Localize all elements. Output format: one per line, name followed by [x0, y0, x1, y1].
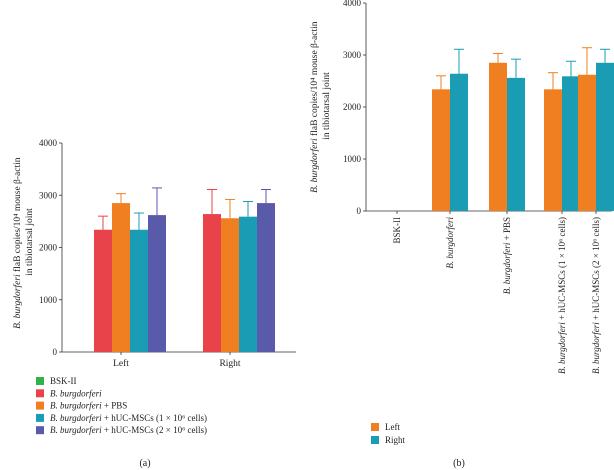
- panel-a-legend-entry: B. burgdorferi + hUC-MSCs (1 × 10⁶ cells…: [50, 413, 207, 423]
- panel-b-x-tick-label: B. burgdorferi + hUC-MSCs (2 × 10⁶ cells…: [591, 217, 601, 374]
- panel-a-legend-swatch: [36, 426, 44, 435]
- panel-a-y-axis-label: B. burgdorferi flaB copies/10⁴ mouse β-a…: [12, 155, 35, 329]
- panel-b-x-tick-label: BSK-II: [392, 217, 402, 244]
- panel-a-bars: [94, 187, 275, 352]
- panel-a-legend-swatch: [36, 377, 44, 385]
- panel-a-legend-swatch: [36, 413, 44, 422]
- panel-b-bar: [432, 89, 450, 211]
- panel-a-legend: BSK-II B. burgdorferi B. burgdorferi + PBS…: [36, 376, 207, 435]
- panel-a-y-tick-label: 0: [53, 347, 58, 357]
- panel-a-legend-entry: B. burgdorferi + PBS: [50, 401, 127, 411]
- panel-b-bar: [578, 74, 596, 211]
- panel-a: B. burgdorferi flaB copies/10⁴ mouse β-a…: [12, 138, 296, 469]
- panel-b-y-axis-label: B. burgdorferi flaB copies/10⁴ mouse β-a…: [309, 19, 332, 193]
- panel-a-x-tick-label: Right: [219, 359, 240, 369]
- panel-b-label: (b): [453, 458, 465, 469]
- panel-a-bar: [130, 229, 148, 352]
- panel-a-legend-swatch: [36, 389, 44, 398]
- panel-b-bars: [432, 47, 614, 211]
- panel-a-bar: [221, 218, 239, 352]
- panel-b-y-tick-label: 3000: [343, 50, 362, 60]
- panel-a-bar: [148, 215, 166, 352]
- panel-a-y-axis-label-line2: in tibiotarsal joint: [25, 208, 35, 276]
- panel-b-bar: [544, 89, 562, 211]
- panel-b-bar: [507, 77, 525, 211]
- panel-b-y-tick-label: 0: [357, 206, 362, 216]
- panel-a-legend-swatch: [36, 401, 44, 410]
- panel-a-legend-entry: BSK-II: [50, 376, 77, 386]
- panel-b-legend-swatch: [371, 436, 379, 444]
- panel-a-bar: [112, 203, 130, 352]
- panel-b-y-axis-label-line1: B. burgdorferi flaB copies/10⁴ mouse β-a…: [309, 21, 320, 193]
- panel-b-x-tick-label: B. burgdorferi: [445, 217, 455, 269]
- panel-a-legend-entry: B. burgdorferi: [50, 388, 102, 398]
- panel-b: B. burgdorferi flaB copies/10⁴ mouse β-a…: [309, 0, 614, 469]
- panel-a-bar: [239, 216, 257, 352]
- panel-b-y-tick-label: 4000: [343, 0, 362, 8]
- panel-a-bar: [94, 229, 112, 352]
- panel-b-legend: Left Right: [371, 422, 406, 445]
- panel-b-y-axis-label-line2: in tibiotarsal joint: [322, 72, 332, 140]
- panel-b-y-tick-label: 2000: [343, 102, 362, 112]
- panel-b-bar: [596, 62, 614, 211]
- panel-a-bar: [203, 214, 221, 352]
- panel-b-legend-swatch: [371, 423, 379, 431]
- panel-b-legend-entry: Right: [385, 435, 406, 445]
- panel-b-y-tick-label: 1000: [343, 154, 362, 164]
- panel-b-bar: [562, 76, 580, 211]
- panel-a-y-tick-label: 1000: [39, 295, 58, 305]
- panel-b-legend-entry: Left: [385, 422, 400, 432]
- panel-a-bar: [257, 203, 275, 352]
- panel-b-x-tick-label: B. burgdorferi + hUC-MSCs (1 × 10⁶ cells…: [557, 217, 567, 374]
- panel-a-y-tick-label: 3000: [39, 190, 58, 200]
- panel-b-bar: [489, 62, 507, 211]
- panel-b-x-tick-label: B. burgdorferi + PBS: [502, 217, 512, 294]
- panel-a-label: (a): [139, 458, 150, 469]
- panel-a-y-axis-label-line1: B. burgdorferi flaB copies/10⁴ mouse β-a…: [12, 157, 23, 329]
- panel-a-legend-entry: B. burgdorferi + hUC-MSCs (2 × 10⁶ cells…: [50, 425, 207, 435]
- panel-a-x-tick-label: Left: [113, 358, 129, 369]
- panel-b-bar: [450, 73, 468, 211]
- panel-a-y-tick-label: 4000: [39, 138, 58, 148]
- panel-a-y-tick-label: 2000: [39, 243, 58, 253]
